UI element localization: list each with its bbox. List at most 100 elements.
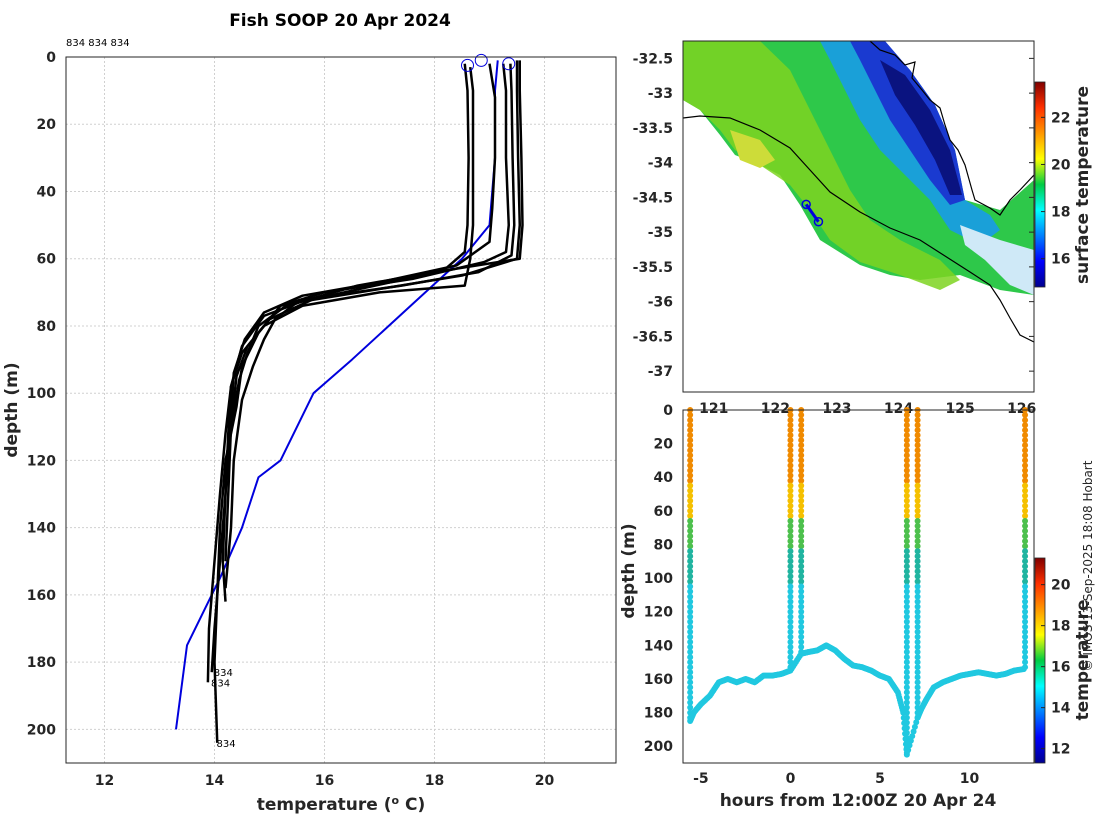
cast-point <box>1022 452 1029 459</box>
cast-point <box>687 417 694 424</box>
cast-point <box>787 558 794 565</box>
dt-y-tick-label: 140 <box>644 638 673 654</box>
cast-point <box>914 452 921 459</box>
cast-point <box>787 623 794 630</box>
y-tick-label: 100 <box>27 386 56 402</box>
cast-point <box>787 487 794 494</box>
sst-lime-region <box>683 41 960 290</box>
y-tick-label: 60 <box>37 252 57 268</box>
cast-point <box>1022 522 1029 529</box>
cast-point <box>903 462 910 469</box>
cast-point <box>798 573 805 580</box>
dt-x-tick-label: 0 <box>786 771 796 787</box>
cast-point <box>903 603 910 610</box>
cast-point <box>787 598 794 605</box>
bottom-point <box>905 746 912 753</box>
cast-point <box>1022 477 1029 484</box>
cast-point <box>798 452 805 459</box>
track-end-marker <box>813 216 824 227</box>
cast-point <box>914 427 921 434</box>
bottom-point <box>907 737 914 744</box>
cast-point <box>914 558 921 565</box>
cast-point <box>903 558 910 565</box>
cast-point <box>798 608 805 615</box>
cast-point <box>1022 659 1029 666</box>
cast-point <box>914 417 921 424</box>
sst-light-region <box>960 225 1034 295</box>
cast-point <box>914 699 921 706</box>
cast-point <box>1022 507 1029 514</box>
cast-point <box>687 422 694 429</box>
bottom-point <box>913 719 920 726</box>
cast-point <box>1022 618 1029 625</box>
cast-point <box>903 689 910 696</box>
cast-point <box>903 568 910 575</box>
cast-point <box>914 432 921 439</box>
cast-point <box>798 517 805 524</box>
cast-point <box>914 659 921 666</box>
sst-yellow-patch <box>730 130 775 168</box>
cast-point <box>687 674 694 681</box>
cast-point <box>903 447 910 454</box>
cast-point <box>903 679 910 686</box>
cast-point <box>687 492 694 499</box>
dt-y-tick-label: 60 <box>654 504 674 520</box>
cast-point <box>1022 583 1029 590</box>
cast-point <box>914 512 921 519</box>
map-ticks: -32.5 -33 -33.5 -34 -34.5 -35 -35.5 -36 -36.5 -37… <box>633 51 1037 417</box>
dt-x-tick-label: 10 <box>960 771 980 787</box>
cast-point <box>787 512 794 519</box>
cast-point <box>914 608 921 615</box>
cast-point <box>903 654 910 661</box>
cast-point <box>914 618 921 625</box>
map-lat-label: -34 <box>648 156 674 172</box>
cast-point <box>1022 492 1029 499</box>
dt-y-tick-label: 0 <box>663 403 673 419</box>
y-tick-label: 20 <box>37 117 57 133</box>
cast-point <box>687 679 694 686</box>
dt-y-tick-label: 180 <box>644 706 673 722</box>
cast-point <box>687 608 694 615</box>
cast-point <box>903 427 910 434</box>
cast-point <box>914 649 921 656</box>
cast-point <box>787 654 794 661</box>
cast-point <box>798 644 805 651</box>
y-tick-label: 200 <box>27 722 56 738</box>
cast-point <box>787 497 794 504</box>
cast-point <box>787 507 794 514</box>
cast-point <box>903 507 910 514</box>
cast-point <box>798 417 805 424</box>
cast-point <box>687 462 694 469</box>
cast-point <box>787 477 794 484</box>
cast-point <box>1022 608 1029 615</box>
cast-point <box>687 654 694 661</box>
bottom-point <box>911 723 918 730</box>
cast-point <box>687 543 694 550</box>
cast-point <box>798 558 805 565</box>
map-lon-label: 126 <box>1007 401 1036 417</box>
cast-point <box>914 593 921 600</box>
cast-point <box>798 522 805 529</box>
cast-point <box>687 528 694 535</box>
cast-point <box>914 467 921 474</box>
cast-point <box>687 517 694 524</box>
cast-point <box>1022 623 1029 630</box>
cast-point <box>687 644 694 651</box>
cast-point <box>1022 472 1029 479</box>
cast-point <box>1022 538 1029 545</box>
map-lon-label: 123 <box>822 401 851 417</box>
cast-point <box>798 442 805 449</box>
y-tick-label: 0 <box>46 50 56 66</box>
cast-point <box>798 538 805 545</box>
cast-point <box>903 517 910 524</box>
cast-point <box>1022 447 1029 454</box>
cast-point <box>798 588 805 595</box>
coastline <box>869 41 1034 216</box>
x-tick-label: 18 <box>425 773 444 789</box>
cast-point <box>687 598 694 605</box>
map-lat-label: -36.5 <box>633 329 673 345</box>
cast-point <box>914 517 921 524</box>
cast-point <box>1022 467 1029 474</box>
cast-point <box>787 578 794 585</box>
